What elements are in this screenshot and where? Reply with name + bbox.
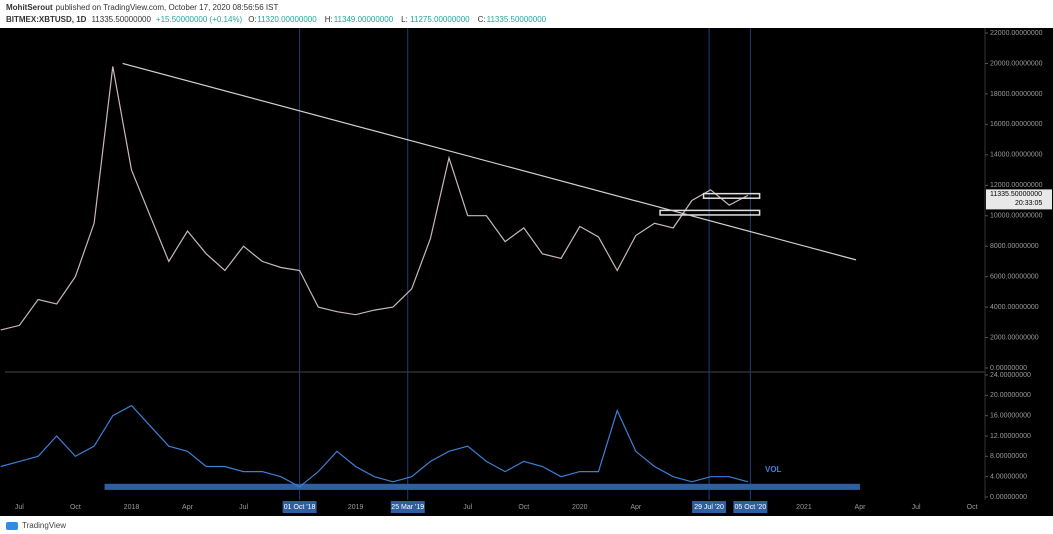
x-tick-label: 2020	[572, 504, 588, 511]
x-tick-label: Jul	[912, 504, 921, 511]
vol-band	[104, 483, 861, 490]
x-tick-label: Oct	[70, 504, 81, 511]
ohlc-key: O:	[248, 15, 256, 24]
ohlc-key: H:	[325, 15, 333, 24]
y-tick-label: 20.00000000	[990, 392, 1031, 399]
trendline	[122, 62, 857, 261]
published-info: published on TradingView.com, October 17…	[56, 3, 279, 12]
x-tick-label: Apr	[182, 504, 194, 511]
y-tick-label: 8.00000000	[990, 453, 1027, 460]
x-tick-label: 2019	[348, 504, 364, 511]
zone	[702, 192, 761, 199]
series-line	[0, 404, 749, 488]
marker-label: 05 Oct '20	[735, 504, 767, 511]
y-tick-label: 2000.00000000	[990, 334, 1039, 341]
x-tick-label: Oct	[518, 504, 529, 511]
y-tick-label: 20000.00000000	[990, 60, 1043, 67]
brand-logo	[6, 522, 18, 530]
marker-label-box	[390, 501, 425, 513]
price-change: +15.50000000 (+0.14%)	[156, 15, 243, 24]
x-tick-label: Apr	[630, 504, 642, 511]
pane-label: VOL	[765, 465, 782, 474]
y-tick-label: 24.00000000	[990, 372, 1031, 379]
symbol: BITMEX:XBTUSD, 1D	[6, 15, 87, 24]
brand: TradingView	[22, 521, 66, 530]
x-tick-label: 2021	[796, 504, 812, 511]
y-tick-label: 0.00000000	[990, 494, 1027, 501]
y-tick-label: 12000.00000000	[990, 182, 1043, 189]
series-line	[0, 66, 749, 331]
price-tag	[986, 189, 1052, 210]
y-tick-label: 6000.00000000	[990, 273, 1039, 280]
publisher: MohitSerout	[6, 3, 53, 12]
x-tick-label: Jul	[239, 504, 248, 511]
marker-label: 29 Jul '20	[694, 504, 724, 511]
marker-label-box	[733, 501, 768, 513]
x-tick-label: Apr	[855, 504, 867, 511]
marker-label-box	[282, 501, 317, 513]
ohlc-value: 11349.00000000	[334, 15, 394, 24]
y-tick-label: 12.00000000	[990, 433, 1031, 440]
chart-background	[0, 28, 1053, 516]
y-tick-label: 14000.00000000	[990, 152, 1043, 159]
marker-label-box	[692, 501, 727, 513]
x-tick-label: Jul	[463, 504, 472, 511]
x-tick-label: 2018	[124, 504, 140, 511]
zone	[659, 209, 761, 216]
marker-label: 25 Mar '19	[391, 504, 424, 511]
y-tick-label: 4.00000000	[990, 474, 1027, 481]
y-tick-label: 16000.00000000	[990, 121, 1043, 128]
ohlc-value: 11275.00000000	[410, 15, 470, 24]
ohlc-key: C:	[478, 15, 486, 24]
ohlc-key: L:	[401, 15, 408, 24]
ohlc-value: 11320.00000000	[257, 15, 317, 24]
price-tag-label: 11335.50000000	[990, 191, 1042, 198]
x-tick-label: Jul	[15, 504, 24, 511]
y-tick-label: 4000.00000000	[990, 304, 1039, 311]
y-tick-label: 22000.00000000	[990, 30, 1043, 37]
y-tick-label: 16.00000000	[990, 413, 1031, 420]
y-tick-label: 8000.00000000	[990, 243, 1039, 250]
ohlc-value: 11335.50000000	[487, 15, 547, 24]
y-tick-label: 18000.00000000	[990, 91, 1043, 98]
last-price: 11335.50000000	[91, 15, 151, 24]
y-tick-label: 10000.00000000	[990, 213, 1043, 220]
marker-label: 01 Oct '18	[284, 504, 316, 511]
countdown: 20:33:05	[1015, 200, 1042, 207]
y-tick-label: 0.00000000	[990, 365, 1027, 372]
x-tick-label: Oct	[967, 504, 978, 511]
